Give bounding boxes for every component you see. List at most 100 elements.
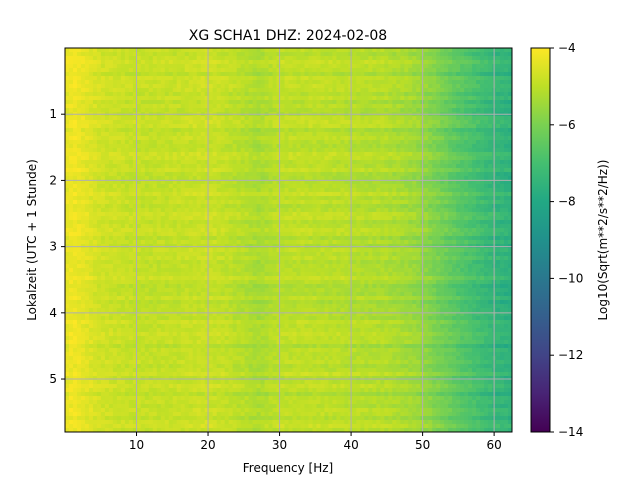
heatmap-cell bbox=[132, 108, 138, 113]
heatmap-cell bbox=[232, 180, 238, 185]
heatmap-cell bbox=[500, 144, 505, 149]
heatmap-cell bbox=[264, 72, 270, 77]
heatmap-cell bbox=[372, 180, 377, 185]
heatmap-cell bbox=[104, 200, 110, 205]
heatmap-cell bbox=[232, 88, 238, 93]
heatmap-cell bbox=[212, 156, 218, 161]
heatmap-cell bbox=[308, 204, 314, 209]
heatmap-cell bbox=[412, 96, 417, 101]
heatmap-cell bbox=[80, 192, 86, 197]
heatmap-cell bbox=[188, 160, 194, 165]
heatmap-cell bbox=[144, 132, 150, 137]
heatmap-cell bbox=[416, 72, 421, 77]
heatmap-cell bbox=[124, 216, 130, 221]
heatmap-cell bbox=[284, 100, 290, 105]
heatmap-cell bbox=[124, 148, 130, 153]
heatmap-cell bbox=[156, 108, 162, 113]
heatmap-cell bbox=[384, 164, 389, 169]
heatmap-cell bbox=[68, 92, 74, 97]
heatmap-cell bbox=[272, 152, 278, 157]
heatmap-cell bbox=[144, 148, 150, 153]
heatmap-cell bbox=[124, 100, 130, 105]
heatmap-cell bbox=[404, 160, 409, 165]
heatmap-cell bbox=[76, 140, 82, 145]
heatmap-cell bbox=[320, 60, 326, 65]
heatmap-cell bbox=[248, 204, 254, 209]
heatmap-cell bbox=[128, 172, 134, 177]
heatmap-cell bbox=[65, 168, 70, 173]
heatmap-cell bbox=[208, 100, 214, 105]
heatmap-cell bbox=[184, 48, 190, 53]
heatmap-cell bbox=[456, 204, 461, 209]
heatmap-cell bbox=[328, 176, 333, 181]
heatmap-cell bbox=[352, 196, 357, 201]
heatmap-cell bbox=[364, 72, 369, 77]
heatmap-cell bbox=[76, 164, 82, 169]
heatmap-cell bbox=[432, 120, 437, 125]
heatmap-cell bbox=[104, 204, 110, 209]
heatmap-cell bbox=[308, 200, 314, 205]
heatmap-cell bbox=[364, 48, 369, 53]
heatmap-cell bbox=[176, 68, 182, 73]
heatmap-cell bbox=[160, 188, 166, 193]
heatmap-cell bbox=[272, 180, 278, 185]
heatmap-cell bbox=[396, 156, 401, 161]
heatmap-cell bbox=[304, 224, 310, 229]
heatmap-cell bbox=[152, 68, 158, 73]
heatmap-cell bbox=[244, 132, 250, 137]
heatmap-cell bbox=[104, 64, 110, 69]
heatmap-cell bbox=[316, 144, 322, 149]
heatmap-cell bbox=[264, 108, 270, 113]
heatmap-cell bbox=[328, 140, 333, 145]
heatmap-cell bbox=[128, 108, 134, 113]
heatmap-cell bbox=[204, 108, 210, 113]
heatmap-cell bbox=[468, 160, 473, 165]
heatmap-cell bbox=[76, 136, 82, 141]
heatmap-cell bbox=[376, 204, 381, 209]
heatmap-cell bbox=[484, 92, 489, 97]
heatmap-cell bbox=[496, 168, 501, 173]
heatmap-cell bbox=[88, 56, 94, 61]
heatmap-cell bbox=[236, 212, 242, 217]
heatmap-cell bbox=[288, 100, 294, 105]
heatmap-cell bbox=[264, 216, 270, 221]
heatmap-cell bbox=[140, 156, 146, 161]
heatmap-cell bbox=[344, 212, 349, 217]
heatmap-cell bbox=[260, 80, 266, 85]
heatmap-cell bbox=[480, 184, 485, 189]
heatmap-cell bbox=[324, 200, 330, 205]
heatmap-cell bbox=[376, 84, 381, 89]
heatmap-cell bbox=[340, 156, 345, 161]
heatmap-cell bbox=[412, 72, 417, 77]
heatmap-cell bbox=[384, 180, 389, 185]
heatmap-cell bbox=[328, 184, 333, 189]
heatmap-cell bbox=[228, 104, 234, 109]
heatmap-cell bbox=[208, 164, 214, 169]
heatmap-cell bbox=[384, 128, 389, 133]
heatmap-cell bbox=[232, 56, 238, 61]
heatmap-cell bbox=[400, 188, 405, 193]
heatmap-cell bbox=[444, 88, 449, 93]
heatmap-cell bbox=[504, 100, 509, 105]
heatmap-cell bbox=[484, 136, 489, 141]
heatmap-cell bbox=[180, 208, 186, 213]
heatmap-cell bbox=[456, 68, 461, 73]
heatmap-cell bbox=[456, 88, 461, 93]
heatmap-cell bbox=[136, 180, 142, 185]
heatmap-cell bbox=[164, 136, 170, 141]
heatmap-cell bbox=[464, 184, 469, 189]
heatmap-cell bbox=[148, 68, 154, 73]
heatmap-cell bbox=[324, 88, 330, 93]
heatmap-cell bbox=[112, 128, 118, 133]
heatmap-cell bbox=[408, 216, 413, 221]
heatmap-cell bbox=[88, 76, 94, 81]
heatmap-cell bbox=[416, 164, 421, 169]
heatmap-cell bbox=[108, 132, 114, 137]
heatmap-cell bbox=[232, 64, 238, 69]
heatmap-cell bbox=[188, 176, 194, 181]
heatmap-cell bbox=[408, 60, 413, 65]
heatmap-cell bbox=[392, 152, 397, 157]
heatmap-cell bbox=[480, 136, 485, 141]
heatmap-cell bbox=[164, 68, 170, 73]
heatmap-cell bbox=[252, 68, 258, 73]
